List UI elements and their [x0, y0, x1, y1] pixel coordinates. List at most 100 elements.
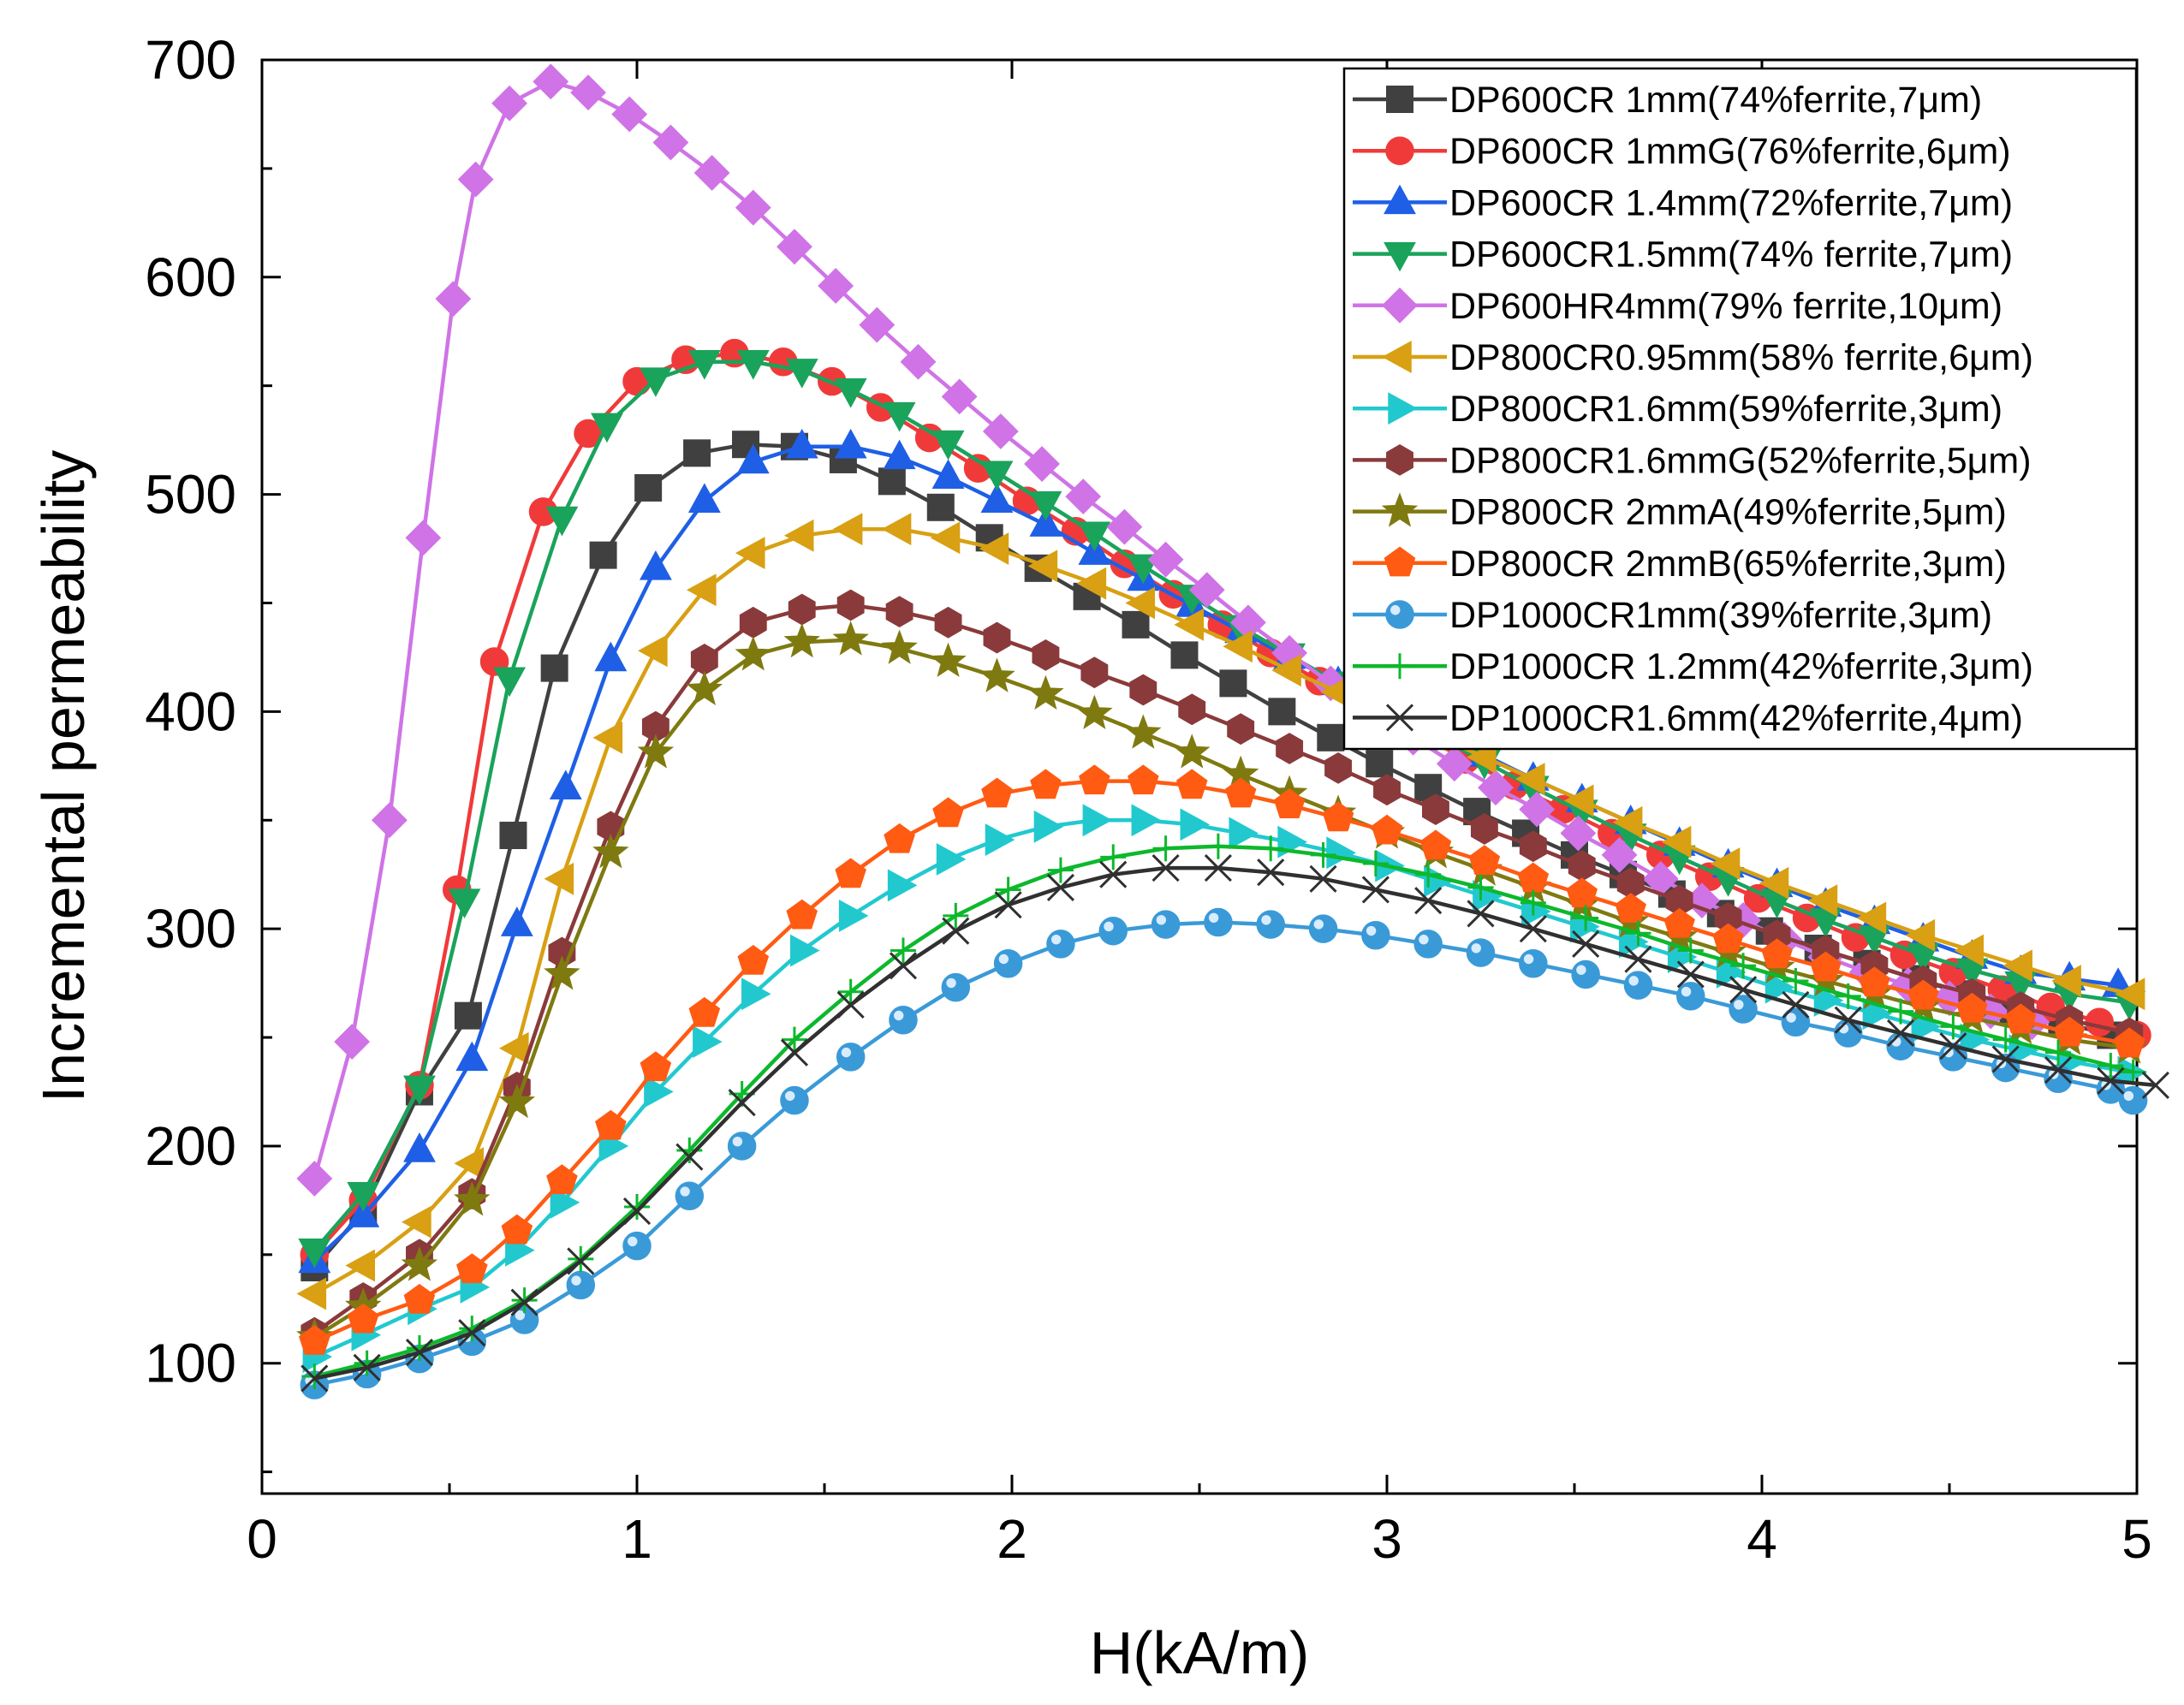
legend-label: DP1000CR 1.2mm(42%ferrite,3μm) [1449, 646, 2033, 687]
legend: DP600CR 1mm(74%ferrite,7μm) DP600CR 1mmG(… [1342, 67, 2138, 751]
data-point [546, 1164, 578, 1195]
data-point [884, 823, 915, 853]
data-point [781, 1026, 807, 1053]
data-point [777, 229, 812, 265]
legend-label: DP1000CR1.6mm(42%ferrite,4μm) [1449, 698, 2023, 739]
data-point [1468, 845, 1501, 876]
data-point [1519, 830, 1547, 863]
data-point [932, 797, 964, 828]
data-point [403, 1132, 436, 1162]
data-point [347, 1182, 380, 1212]
data-point [637, 734, 675, 769]
data-point [1046, 873, 1075, 901]
data-point [347, 1197, 380, 1227]
series-12 [301, 854, 2169, 1393]
data-point [567, 1247, 595, 1275]
data-point [789, 934, 820, 967]
data-point [1712, 923, 1744, 953]
data-point [1856, 901, 1887, 935]
data-point [980, 460, 1014, 491]
data-point-highlight [1313, 919, 1324, 930]
data-point [1568, 850, 1596, 882]
data-point-highlight [785, 1090, 795, 1102]
data-point [1624, 945, 1652, 973]
data-point [545, 506, 579, 537]
data-point [2053, 1016, 2086, 1047]
data-point [570, 74, 606, 110]
data-point [859, 306, 896, 343]
series-5 [296, 513, 2145, 1310]
data-point-highlight [1628, 976, 1639, 986]
data-point [1258, 835, 1284, 862]
data-point-highlight [1366, 925, 1377, 936]
data-point [931, 459, 965, 490]
legend-label: DP800CR0.95mm(58% ferrite,6μm) [1449, 337, 2033, 378]
data-point [1888, 998, 1914, 1025]
data-point [402, 1205, 431, 1239]
data-point [1256, 910, 1285, 939]
x-tick-label: 0 [247, 1508, 277, 1570]
data-point [675, 1181, 705, 1211]
data-point [1147, 541, 1184, 578]
data-point [737, 944, 770, 975]
data-point [544, 862, 574, 895]
data-point [1782, 968, 1809, 995]
data-point [640, 1051, 672, 1082]
data-point [889, 952, 918, 980]
data-point [549, 769, 582, 799]
data-point [1761, 938, 1793, 969]
data-point [1566, 877, 1598, 908]
data-point [1413, 930, 1443, 959]
series-layer [296, 63, 2169, 1399]
data-point [1955, 992, 1988, 1023]
data-point-highlight [1576, 965, 1586, 975]
data-point-highlight [680, 1186, 690, 1197]
data-point [499, 822, 527, 850]
data-point [457, 161, 494, 198]
data-point [1466, 938, 1496, 967]
data-point [1079, 764, 1110, 795]
data-point [930, 521, 961, 555]
data-point [1373, 774, 1401, 806]
series-9 [299, 764, 2145, 1355]
data-point [353, 1353, 381, 1381]
data-point [1517, 862, 1550, 893]
data-point [1764, 971, 1795, 1004]
data-point-highlight [2123, 1090, 2134, 1102]
data-point [837, 978, 864, 1005]
data-point [1224, 777, 1257, 808]
data-point [1129, 674, 1157, 706]
data-point [1361, 921, 1390, 950]
data-point [693, 155, 730, 191]
data-point [980, 483, 1014, 513]
data-point [686, 670, 723, 706]
data-point [595, 1109, 627, 1140]
data-point [1317, 723, 1345, 752]
data-point [836, 990, 865, 1019]
data-point [979, 532, 1009, 565]
y-tick-label: 600 [145, 247, 236, 308]
data-point [786, 899, 818, 930]
data-point [1520, 889, 1546, 916]
data-point [644, 1075, 674, 1108]
x-tick-label: 2 [997, 1508, 1027, 1570]
data-point [1076, 694, 1113, 729]
data-point [403, 1075, 436, 1106]
data-point [1573, 905, 1599, 931]
data-point [2044, 1056, 2073, 1084]
data-point-highlight [1943, 1047, 1954, 1058]
data-point [2097, 1066, 2125, 1095]
legend-marker [1385, 704, 1414, 732]
data-point [1029, 490, 1062, 521]
data-point [1205, 833, 1231, 859]
data-point-highlight [628, 1236, 638, 1247]
data-point [454, 1001, 482, 1030]
data-point [1414, 887, 1443, 915]
data-point [405, 1338, 434, 1367]
data-point [1954, 934, 1985, 967]
data-point [889, 1005, 918, 1035]
x-tick-label: 5 [2122, 1508, 2152, 1570]
data-point [298, 1239, 331, 1268]
data-point [1991, 1045, 2020, 1073]
